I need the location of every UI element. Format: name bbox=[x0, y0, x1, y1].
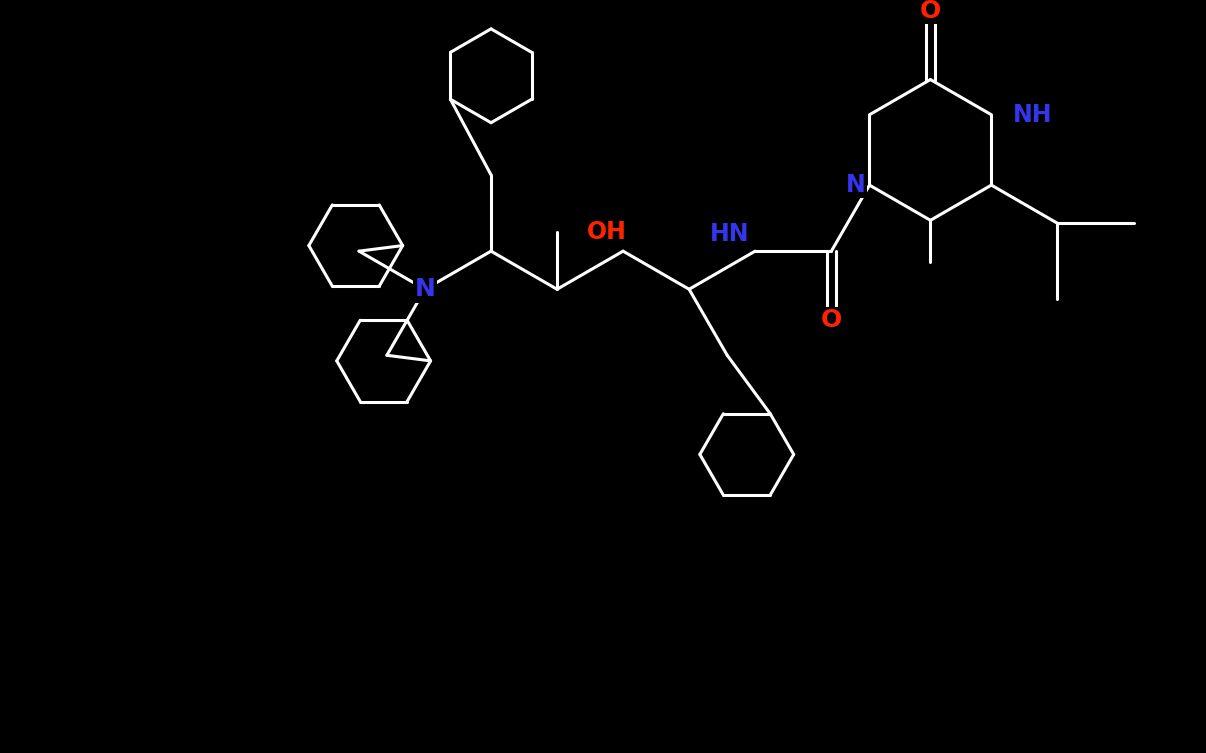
Text: O: O bbox=[821, 308, 842, 332]
Text: N: N bbox=[845, 173, 866, 197]
Text: N: N bbox=[415, 277, 435, 301]
Text: OH: OH bbox=[586, 220, 626, 244]
Text: N: N bbox=[415, 277, 435, 301]
Text: HN: HN bbox=[710, 221, 749, 245]
Text: NH: NH bbox=[1013, 102, 1053, 127]
Text: NH: NH bbox=[1013, 102, 1053, 127]
Text: OH: OH bbox=[586, 220, 626, 244]
Text: O: O bbox=[920, 0, 941, 23]
Text: O: O bbox=[821, 308, 842, 332]
Text: N: N bbox=[845, 173, 866, 197]
Text: HN: HN bbox=[710, 221, 749, 245]
Text: O: O bbox=[920, 0, 941, 23]
